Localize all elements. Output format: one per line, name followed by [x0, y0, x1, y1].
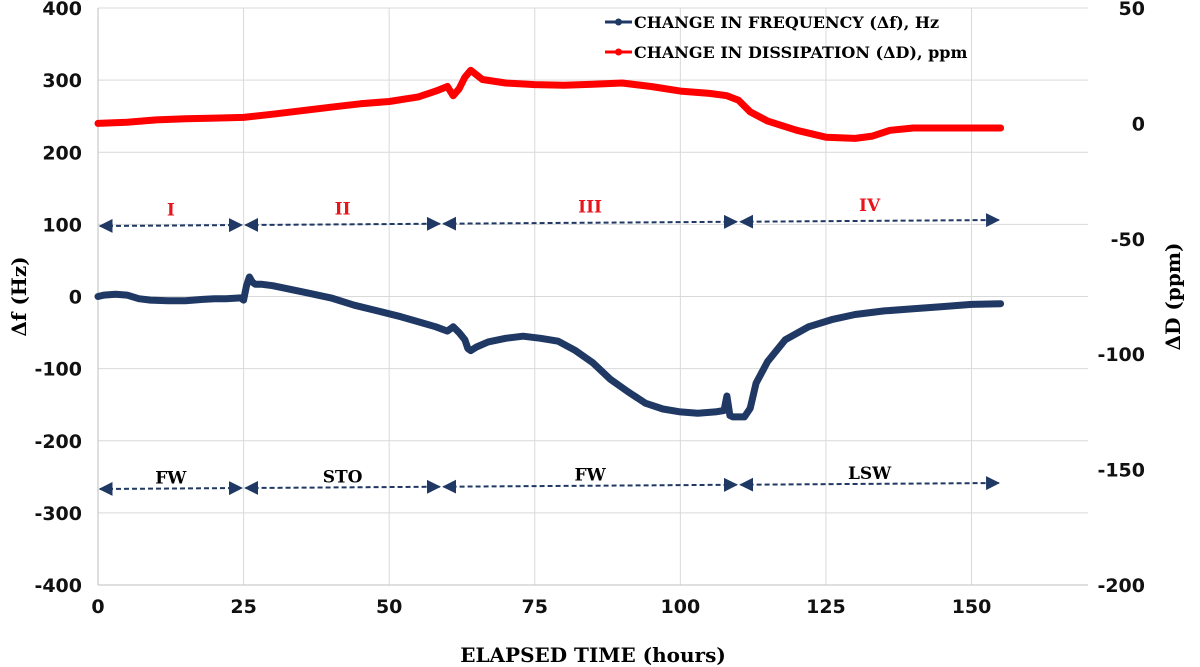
condition-arrow [739, 476, 1001, 492]
phase-label: II [335, 199, 351, 219]
x-tick-label: 100 [661, 596, 701, 618]
x-tick-label: 75 [522, 596, 548, 618]
condition-label: FW [575, 466, 607, 486]
y-axis-left-title: Δf (Hz) [7, 256, 31, 336]
y-left-tick-label: 0 [69, 287, 82, 309]
x-tick-label: 0 [91, 596, 104, 618]
y-left-tick-label: -100 [34, 359, 82, 381]
y-left-tick-label: 300 [42, 70, 82, 92]
y-right-tick-label: -100 [1097, 344, 1145, 366]
x-axis-title: ELAPSED TIME (hours) [460, 643, 726, 667]
x-tick-label: 25 [230, 596, 256, 618]
phase-arrow [739, 213, 1001, 229]
condition-label: STO [323, 467, 363, 487]
y-left-tick-label: 400 [42, 0, 82, 20]
phase-label: IV [859, 196, 881, 216]
y-left-tick-label: -400 [34, 575, 82, 597]
y-right-tick-label: 0 [1132, 113, 1145, 135]
series [94, 66, 1005, 421]
x-tick-label: 150 [952, 596, 992, 618]
y-left-tick-label: 200 [42, 142, 82, 164]
legend: CHANGE IN FREQUENCY (Δf), Hz CHANGE IN DI… [605, 13, 967, 62]
y-axis-right-title: ΔD (ppm) [1161, 243, 1185, 351]
phase-arrow [244, 216, 441, 232]
y-right-tick-label: 50 [1119, 0, 1145, 20]
axes: 0 25 50 75 100 125 150 400 300 200 100 0 -100 -200 -30… [7, 0, 1185, 667]
frequency-series-line [94, 273, 1005, 421]
phase-arrow [98, 218, 243, 233]
y-right-tick-label: -200 [1097, 575, 1145, 597]
phase-arrow [442, 214, 738, 231]
y-left-tick-label: -300 [34, 503, 82, 525]
condition-label: LSW [848, 464, 892, 484]
dissipation-series-line [94, 66, 1005, 142]
condition-arrow [442, 477, 738, 494]
legend-frequency-marker [615, 18, 622, 26]
phase-label: I [167, 201, 175, 221]
legend-dissipation-label: CHANGE IN DISSIPATION (ΔD), ppm [634, 43, 967, 62]
y-right-tick-label: -150 [1097, 460, 1145, 482]
legend-frequency-label: CHANGE IN FREQUENCY (Δf), Hz [634, 13, 939, 32]
condition-label: FW [155, 469, 187, 489]
y-left-tick-label: 100 [42, 214, 82, 236]
y-right-tick-label: -50 [1111, 229, 1145, 251]
phase-label: III [578, 198, 602, 218]
legend-dissipation-marker [615, 48, 622, 56]
x-tick-label: 125 [806, 596, 846, 618]
y-left-tick-label: -200 [34, 431, 82, 453]
condition-arrow [244, 479, 441, 495]
x-tick-label: 50 [376, 596, 402, 618]
